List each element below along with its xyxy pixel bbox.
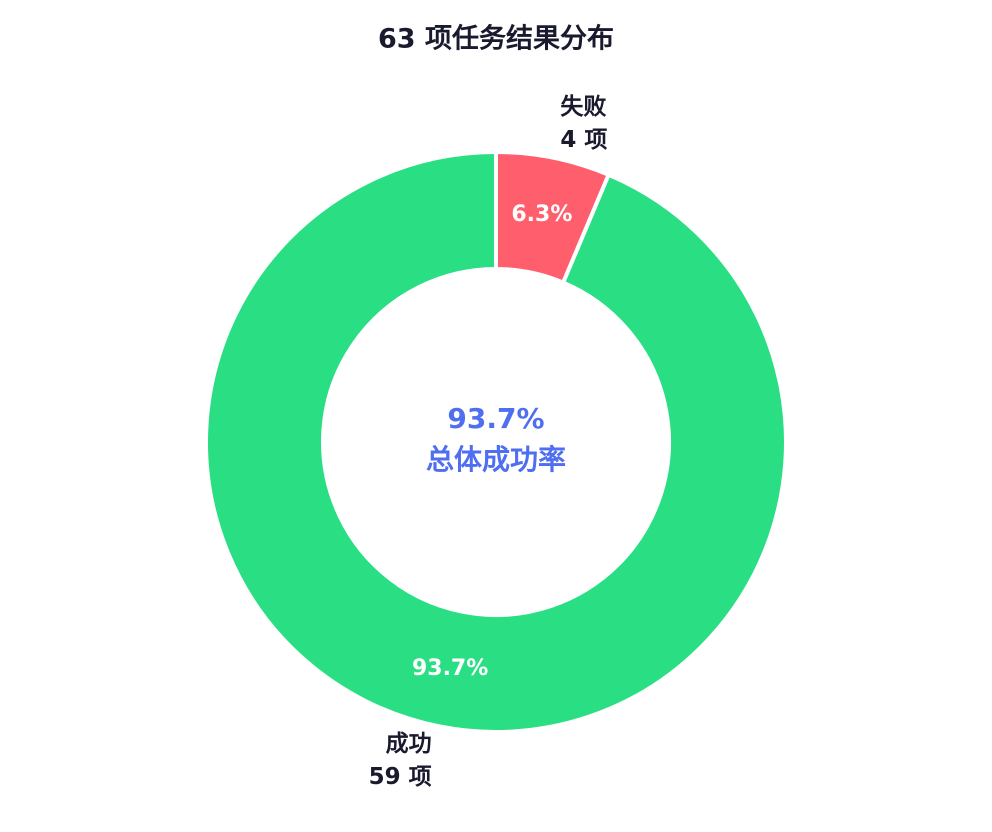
slice-count: 59 项 xyxy=(369,764,432,790)
slice-name: 失败 xyxy=(560,94,606,120)
slice-count: 4 项 xyxy=(560,127,607,153)
percent-label: 93.7% xyxy=(412,656,488,681)
donut-slice xyxy=(204,149,788,734)
center-subtitle: 总体成功率 xyxy=(426,443,566,476)
chart-title: 63 项任务结果分布 xyxy=(378,24,614,55)
percent-label: 6.3% xyxy=(511,202,572,227)
slice-name: 成功 xyxy=(386,731,432,757)
center-label: 93.7% xyxy=(447,402,544,435)
